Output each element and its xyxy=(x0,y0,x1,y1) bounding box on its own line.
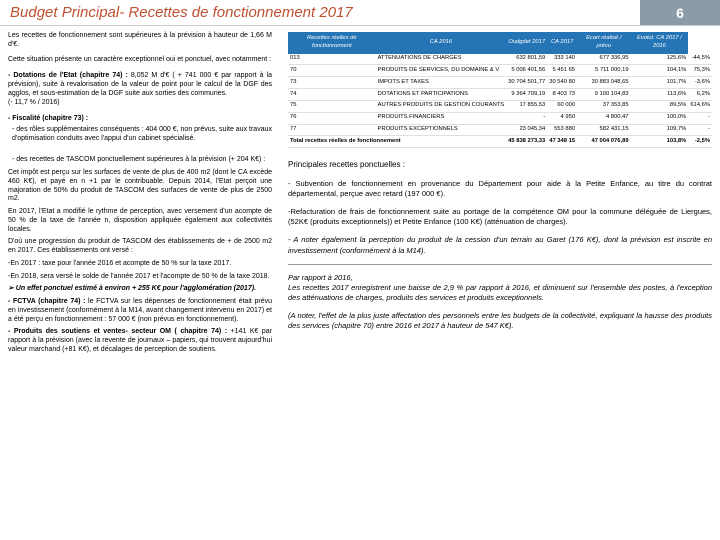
right-p4: Par rapport à 2016, Les recettes 2017 en… xyxy=(288,273,712,303)
table-row: 70PRODUITS DE SERVICES, DU DOMAINE & V5 … xyxy=(288,65,712,77)
table-row: 76PRODUITS FINANCIERS-4 9504 800,47100,0… xyxy=(288,112,712,124)
fisc-bullet-1: - des rôles supplémentaires conséquents … xyxy=(12,126,272,144)
right-column: Recettes réelles de fonctionnementCA 201… xyxy=(280,26,720,540)
table-row: 75AUTRES PRODUITS DE GESTION COURANTS17 … xyxy=(288,100,712,112)
intro-text: Les recettes de fonctionnement sont supé… xyxy=(8,32,272,50)
table-header: CA 2017 xyxy=(547,32,577,54)
right-main-title: Principales recettes ponctuelles : xyxy=(288,160,712,171)
page-number: 6 xyxy=(640,0,720,25)
left-column: Les recettes de fonctionnement sont supé… xyxy=(0,26,280,540)
table-total-row: Total recettes réelles de fonctionnement… xyxy=(288,136,712,148)
page-title: Budget Principal- Recettes de fonctionne… xyxy=(0,0,640,25)
fctva-para: - FCTVA (chapitre 74) : le FCTVA sur les… xyxy=(8,298,272,324)
right-p2: -Refacturation de frais de fonctionnemen… xyxy=(288,207,712,227)
table-header: Evolut. CA 2017 / 2016 xyxy=(631,32,689,54)
data-table: Recettes réelles de fonctionnementCA 201… xyxy=(288,32,712,148)
table-header: Ecart réalisé / prévu xyxy=(577,32,631,54)
data-table-container: Recettes réelles de fonctionnementCA 201… xyxy=(288,32,712,148)
fisc-para-3b: -En 2018, sera versé le solde de l'année… xyxy=(8,273,272,282)
soutiens-para: - Produits des soutiens et ventes- secte… xyxy=(8,328,272,354)
table-header: Oudgdet 2017 xyxy=(506,32,547,54)
table-row: 013ATTENUATIONS DE CHARGES632 801,59333 … xyxy=(288,54,712,65)
right-p5: (A noter, l'effet de la plus juste affec… xyxy=(288,311,712,331)
table-row: 77PRODUITS EXCEPTIONNELS23 045,34553 880… xyxy=(288,124,712,136)
table-header: CA 2016 xyxy=(376,32,507,54)
fiscalite-title: - Fiscalité (chapitre 73) : xyxy=(8,115,272,124)
divider xyxy=(288,264,712,265)
table-row: 73IMPOTS ET TAXES30 704 501,7730 540 803… xyxy=(288,77,712,89)
fisc-para-3c: ➢ Un effet ponctuel estimé à environ + 2… xyxy=(8,285,272,294)
subintro-text: Cette situation présente un caractère ex… xyxy=(8,56,272,65)
fisc-para-2: En 2017, l'Etat a modifié le rythme de p… xyxy=(8,208,272,234)
dotations-para: - Dotations de l'Etat (chapitre 74) : 8,… xyxy=(8,72,272,107)
table-row: 74DOTATIONS ET PARTICIPATIONS9 364 709,1… xyxy=(288,89,712,101)
fisc-para-3a: -En 2017 : taxe pour l'année 2016 et aco… xyxy=(8,260,272,269)
fisc-para-1: Cet impôt est perçu sur les surfaces de … xyxy=(8,169,272,204)
fisc-bullet-2: - des recettes de TASCOM ponctuellement … xyxy=(12,156,272,165)
right-p3: - A noter également la perception du pro… xyxy=(288,235,712,255)
fisc-para-3: D'où une progression du produit de TASCO… xyxy=(8,238,272,256)
right-p1: - Subvention de fonctionnement en proven… xyxy=(288,179,712,199)
table-header: Recettes réelles de fonctionnement xyxy=(288,32,376,54)
